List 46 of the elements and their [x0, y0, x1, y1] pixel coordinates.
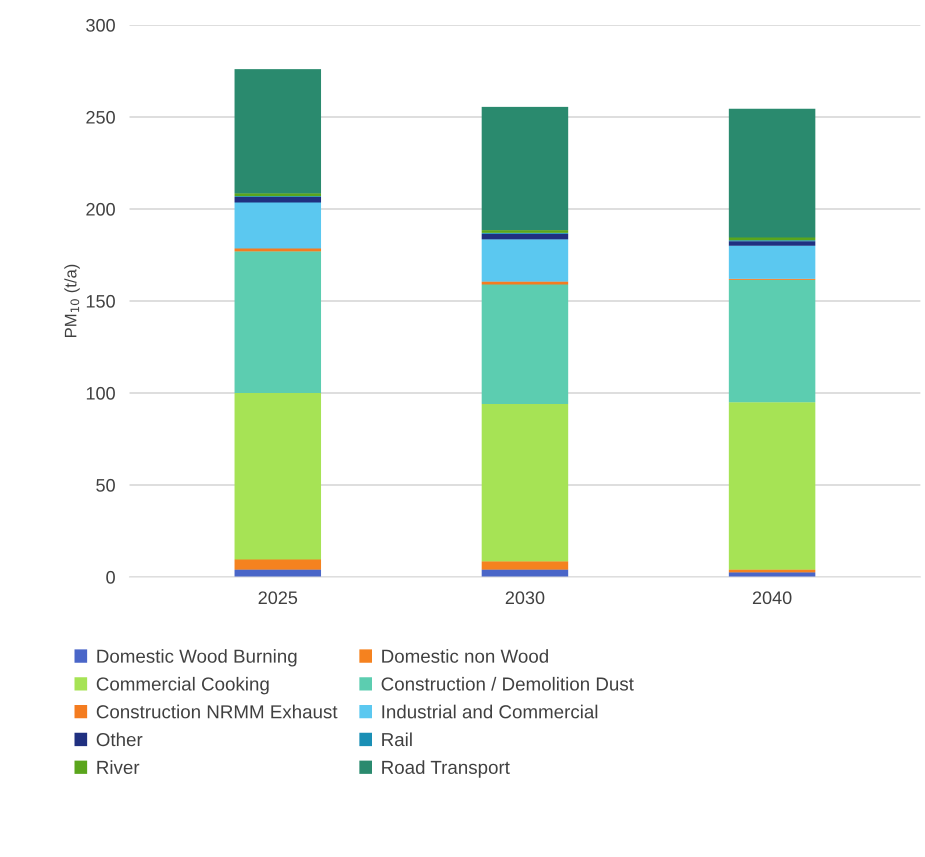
y-axis-title: PM$_{10}$ (t/a): [64, 264, 80, 338]
bar: [728, 241, 816, 246]
legend-label: River: [97, 760, 140, 774]
legend-label: Road Transport: [382, 760, 510, 778]
bar: [482, 239, 568, 282]
bar: [482, 230, 568, 233]
bar: [728, 246, 816, 279]
x-tick-label: 2030: [506, 591, 544, 604]
bar: [234, 69, 322, 194]
legend-label: Construction NRMM Exhaust: [96, 704, 338, 718]
y-tick-label: 50: [96, 478, 115, 492]
bar: [234, 251, 322, 393]
y-tick-label: 150: [86, 294, 115, 308]
legend-label: Commercial Cooking: [96, 676, 269, 694]
legend-label: Industrial and Commercial: [382, 704, 598, 718]
bar: [728, 570, 816, 572]
legend-label: Domestic non Wood: [382, 649, 548, 663]
bar: [482, 570, 568, 577]
bar: [234, 570, 322, 577]
x-tick-label: 2025: [258, 591, 298, 604]
bar: [234, 248, 322, 252]
bar: [234, 202, 322, 249]
y-tick-label: 200: [86, 202, 115, 216]
bar: [728, 108, 816, 238]
bar: [728, 280, 816, 402]
bar: [234, 197, 322, 203]
legend-label: Other: [96, 732, 142, 746]
bar: [482, 404, 568, 562]
bar: [234, 560, 322, 570]
legend-label: Construction / Demolition Dust: [382, 676, 634, 691]
bar: [482, 106, 568, 230]
bar: [234, 193, 322, 196]
x-tick-label: 2040: [752, 591, 792, 604]
legend-label: Domestic Wood Burning: [97, 649, 296, 667]
bar: [482, 284, 568, 404]
y-tick-label: 100: [86, 386, 115, 400]
y-tick-label: 0: [106, 570, 115, 584]
bar: [728, 238, 816, 240]
bar: [482, 234, 568, 240]
bar: [234, 393, 322, 560]
legend-label: Rail: [382, 732, 412, 746]
y-tick-label: 300: [86, 18, 115, 32]
bar: [728, 402, 816, 570]
bar: [482, 561, 568, 570]
y-tick-label: 250: [86, 110, 115, 124]
bar: [482, 282, 568, 284]
